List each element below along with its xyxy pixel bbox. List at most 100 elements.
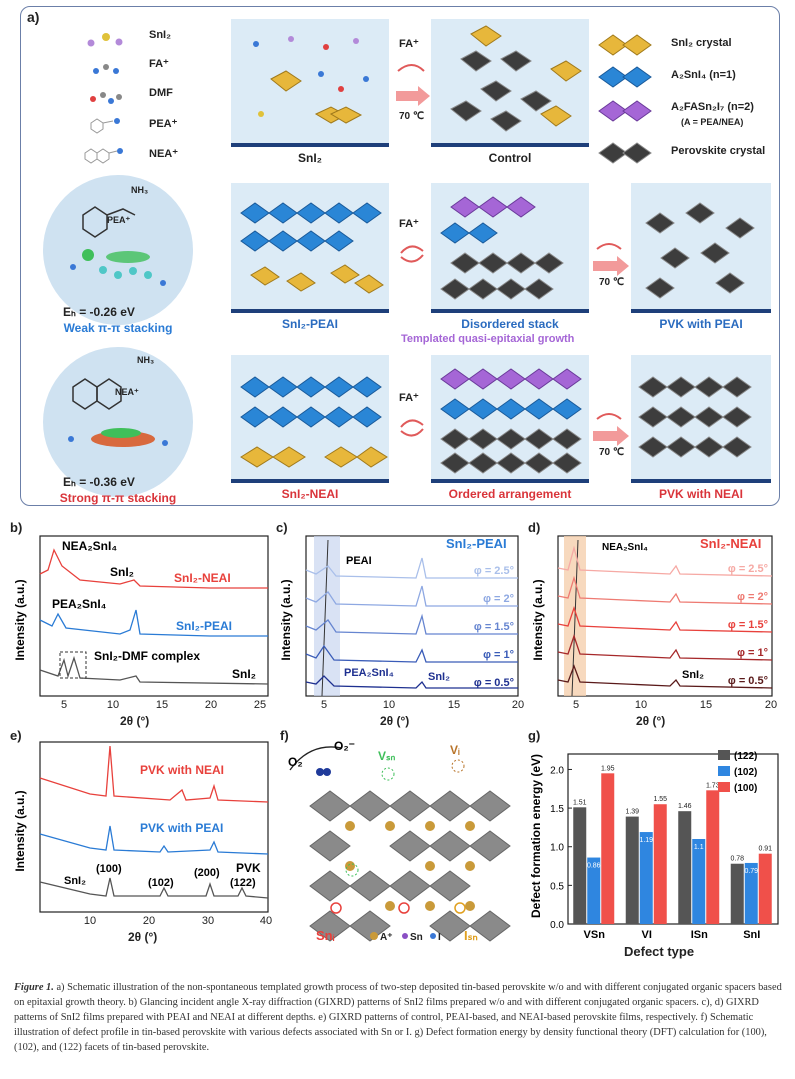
g-bar-value-label: 1.39 <box>625 809 639 816</box>
b-tick-15: 15 <box>156 699 168 711</box>
sni-defect-marker-2 <box>398 902 410 914</box>
b-series-label-peai: SnI₂-PEAI <box>176 619 232 633</box>
pvk-neai-scene <box>638 376 752 458</box>
arrow-row2 <box>593 243 629 276</box>
g-bar-value-label: 1.73 <box>706 782 720 789</box>
g-bar-value-label: 1.1 <box>694 844 704 851</box>
figure-caption: Figure 1. a) Schematic illustration of t… <box>14 980 784 1055</box>
c-series-2 <box>305 585 518 607</box>
g-legend-swatch <box>718 766 730 776</box>
g-bar-value-label: 0.86 <box>587 863 601 870</box>
e-tick-40: 40 <box>260 915 272 927</box>
panel-e-plot: 10 20 30 40 Intensity (a.u.) PVK with NE… <box>13 741 272 927</box>
d-label-0-5: φ = 0.5° <box>728 675 768 687</box>
legend-sni2-crystal: SnI₂ crystal <box>671 37 732 49</box>
g-bar <box>678 811 692 924</box>
g-bar <box>639 832 653 924</box>
b-ann-dmf-complex: SnI₂-DMF complex <box>94 649 200 663</box>
g-legend-label: (100) <box>734 783 757 794</box>
b-series-label-neai: SnI₂-NEAI <box>174 571 231 585</box>
strong-stacking-label: Strong π-π stacking <box>59 491 177 505</box>
crystal-legend-icons <box>598 34 652 164</box>
e-ann-100: (100) <box>96 863 122 875</box>
sni-defect-marker <box>330 902 342 914</box>
ordered-scene <box>440 368 582 474</box>
g-legend-label: (102) <box>734 767 757 778</box>
g-bar <box>587 857 601 924</box>
caption-sni2-neai: SnI₂-NEAI <box>281 487 339 501</box>
panel-b-label: b) <box>10 520 23 535</box>
fa-molecule-icon <box>93 64 119 74</box>
f-vsn-label: Vₛₙ <box>378 749 395 763</box>
g-category-label: SnI <box>743 929 760 941</box>
vi-defect-marker <box>451 759 465 773</box>
b-tick-25: 25 <box>254 699 266 711</box>
g-legend-label: (122) <box>734 751 757 762</box>
f-legend-sn: Sn <box>410 932 423 943</box>
g-xlabel: Defect type <box>624 944 695 959</box>
d-label-1: φ = 1° <box>737 647 768 659</box>
c-series-1 <box>305 644 518 663</box>
g-legend-swatch <box>718 750 730 760</box>
e-series-pvk <box>39 877 269 899</box>
e-ann-200: (200) <box>194 867 220 879</box>
e-xlabel: 2θ (°) <box>128 930 158 944</box>
box-pvk-peai <box>631 183 771 313</box>
templated-growth-label: Templated quasi-epitaxial growth <box>401 333 575 345</box>
f-vi-label: Vᵢ <box>450 743 460 757</box>
molecule-pea-label: PEA⁺ <box>149 118 178 130</box>
caption-control: Control <box>488 151 532 165</box>
panel-a-label: a) <box>27 9 40 25</box>
g-ytick-label: 1.5 <box>550 804 564 815</box>
c-label-1-5: φ = 1.5° <box>474 621 514 633</box>
sni2-molecule-icon <box>87 33 123 47</box>
b-ylabel: Intensity (a.u.) <box>13 579 27 660</box>
e-series-label-pvk: PVK <box>236 861 261 875</box>
box-sni2-peai <box>231 183 389 313</box>
legend-a-def: (A = PEA/NEA) <box>681 117 744 127</box>
e-ann-sni2: SnI₂ <box>64 875 86 887</box>
c-label-0-5: φ = 0.5° <box>474 677 514 689</box>
temp-label-row2: 70 ℃ <box>599 277 625 288</box>
panel-g-chart: 0.0 0.5 1.0 1.5 2.0 1.51 0.86 1.95 VSn 1.39 1.19 1.… <box>529 750 779 941</box>
g-ytick-label: 0.5 <box>550 881 564 892</box>
b-xlabel: 2θ (°) <box>120 714 150 728</box>
vsn-defect-marker-2 <box>345 863 359 877</box>
b-ann-sni2-top: SnI₂ <box>110 565 134 579</box>
g-bar <box>706 790 720 924</box>
caption-pvk-peai: PVK with PEAI <box>659 317 743 331</box>
f-legend-icons <box>370 932 436 940</box>
c-label-2-5: φ = 2.5° <box>474 565 514 577</box>
c-ann-pea2sni4: PEA₂SnI₄ <box>344 667 394 679</box>
b-tick-10: 10 <box>107 699 119 711</box>
sni2-neai-scene <box>240 376 388 468</box>
g-category-label: VI <box>642 929 652 941</box>
d-tick-10: 10 <box>635 699 647 711</box>
d-tick-20: 20 <box>765 699 777 711</box>
temp-label-row1: 70 ℃ <box>399 111 425 122</box>
molecule-sni2-label: SnI₂ <box>149 29 171 41</box>
d-series-1 <box>557 633 773 661</box>
e-ann-102: (102) <box>148 877 174 889</box>
box-ordered <box>431 355 589 483</box>
box-sni2-neai <box>231 355 389 483</box>
g-legend-swatch <box>718 782 730 792</box>
fa-cycle-icon-row2 <box>400 245 424 263</box>
g-ytick-label: 0.0 <box>550 920 564 931</box>
g-bar-value-label: 1.51 <box>573 799 587 806</box>
panel-d-label: d) <box>528 520 541 535</box>
caption-sni2-peai: SnI₂-PEAI <box>281 317 338 331</box>
temp-label-row3: 70 ℃ <box>599 447 625 458</box>
panel-d-plot: 5 10 15 20 Intensity (a.u.) SnI₂-NEAI NE… <box>531 535 777 711</box>
pea-molecule-icon <box>90 118 120 134</box>
g-bar-value-label: 1.55 <box>653 796 667 803</box>
d-series-0-5 <box>557 664 773 689</box>
c-ann-sni2: SnI₂ <box>428 671 450 683</box>
box-sni2 <box>231 19 389 147</box>
pvk-peai-scene <box>645 202 755 299</box>
g-bar-value-label: 0.91 <box>758 846 772 853</box>
fa-label-row3: FA⁺ <box>399 392 419 404</box>
b-tick-20: 20 <box>205 699 217 711</box>
panel-g-label: g) <box>528 728 541 743</box>
g-ytick-label: 1.0 <box>550 843 564 854</box>
